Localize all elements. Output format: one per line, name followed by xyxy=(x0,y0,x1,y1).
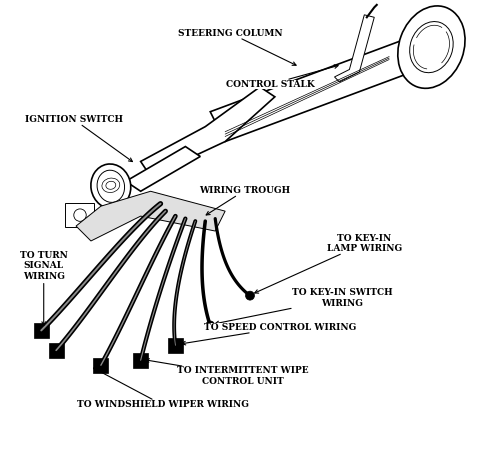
Polygon shape xyxy=(334,15,374,82)
Text: WIRING TROUGH: WIRING TROUGH xyxy=(200,186,290,215)
Ellipse shape xyxy=(246,291,254,300)
Ellipse shape xyxy=(206,321,214,330)
Polygon shape xyxy=(210,32,439,142)
FancyBboxPatch shape xyxy=(34,323,48,338)
Ellipse shape xyxy=(398,6,465,89)
Text: TO SPEED CONTROL WIRING: TO SPEED CONTROL WIRING xyxy=(182,324,356,345)
Text: TO TURN
SIGNAL
WIRING: TO TURN SIGNAL WIRING xyxy=(20,251,68,325)
Polygon shape xyxy=(76,191,225,241)
Text: TO WINDSHIELD WIPER WIRING: TO WINDSHIELD WIPER WIRING xyxy=(77,368,249,409)
FancyBboxPatch shape xyxy=(168,338,183,353)
Polygon shape xyxy=(140,87,275,176)
Text: TO KEY-IN
LAMP WIRING: TO KEY-IN LAMP WIRING xyxy=(254,234,402,293)
FancyBboxPatch shape xyxy=(94,358,108,373)
FancyBboxPatch shape xyxy=(48,343,64,358)
Text: STEERING COLUMN: STEERING COLUMN xyxy=(178,29,296,65)
Text: IGNITION SWITCH: IGNITION SWITCH xyxy=(24,115,132,162)
Polygon shape xyxy=(126,146,200,191)
Text: TO INTERMITTENT WIPE
CONTROL UNIT: TO INTERMITTENT WIPE CONTROL UNIT xyxy=(146,359,308,386)
FancyBboxPatch shape xyxy=(65,203,94,227)
Ellipse shape xyxy=(74,209,86,221)
Text: TO KEY-IN SWITCH
WIRING: TO KEY-IN SWITCH WIRING xyxy=(215,288,392,325)
Ellipse shape xyxy=(97,170,124,203)
Text: CONTROL STALK: CONTROL STALK xyxy=(226,65,338,89)
FancyBboxPatch shape xyxy=(133,353,148,368)
Ellipse shape xyxy=(410,22,453,73)
Ellipse shape xyxy=(91,164,131,209)
